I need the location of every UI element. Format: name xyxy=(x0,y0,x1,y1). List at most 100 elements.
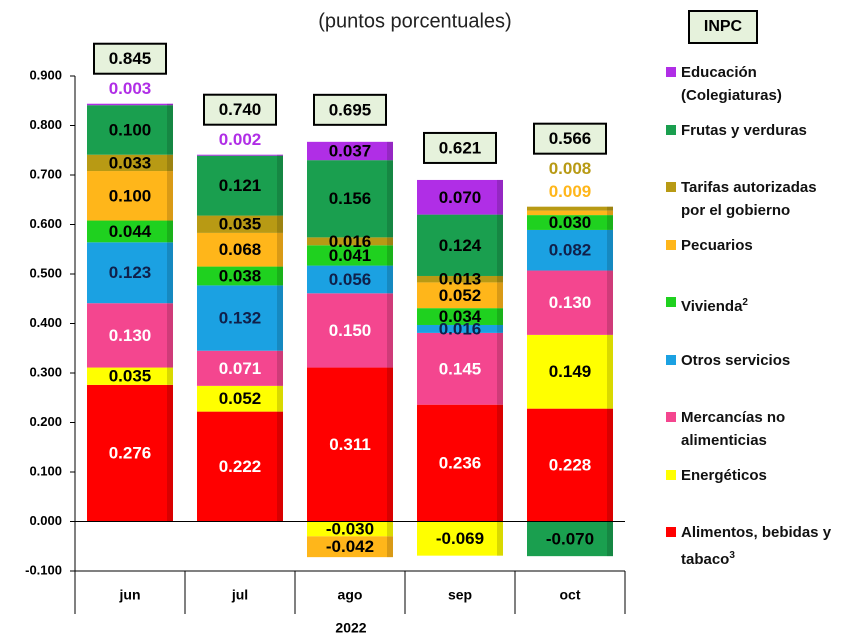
bar-segment xyxy=(197,154,283,156)
legend-swatch xyxy=(666,354,676,365)
bar-segment xyxy=(197,350,283,386)
total-box xyxy=(93,42,167,75)
bar-shade xyxy=(607,215,613,230)
y-tick-label: 0.200 xyxy=(29,414,62,429)
bar-segment xyxy=(307,536,393,558)
bar-segment xyxy=(87,103,173,106)
data-label: 0.016 xyxy=(439,319,482,338)
legend-swatch xyxy=(666,182,676,192)
data-label: 0.035 xyxy=(219,215,262,234)
legend-text: Educación (Colegiaturas) xyxy=(681,64,782,104)
bar-shade xyxy=(167,303,173,368)
bar-shade xyxy=(167,154,173,172)
legend-item: Mercancías no alimenticias xyxy=(666,406,836,452)
data-label: 0.071 xyxy=(219,359,262,378)
data-label: 0.236 xyxy=(439,454,482,473)
bar-shade xyxy=(277,285,283,351)
bar-shade xyxy=(277,266,283,286)
legend-item: Otros servicios xyxy=(666,349,836,372)
bar-segment xyxy=(527,408,613,522)
data-label: 0.044 xyxy=(109,222,152,241)
bar-segment xyxy=(307,141,393,161)
data-label: 0.123 xyxy=(109,263,152,282)
legend-text: Tarifas autorizadas por el gobierno xyxy=(681,179,817,219)
data-label: 0.124 xyxy=(439,236,482,255)
bar-segment xyxy=(87,154,173,172)
legend-item: Vivienda2 xyxy=(666,291,836,318)
legend-label: Frutas y verduras xyxy=(681,119,836,142)
y-tick-label: 0.100 xyxy=(29,463,62,478)
bar-segment xyxy=(527,215,613,230)
y-tick-label: 0.400 xyxy=(29,315,62,330)
bar-shade xyxy=(277,155,283,216)
bar-segment xyxy=(417,179,503,215)
data-label: 0.002 xyxy=(219,130,262,149)
data-label: 0.034 xyxy=(439,307,482,326)
bar-segment xyxy=(197,155,283,216)
bar-shade xyxy=(387,265,393,294)
bar-shade xyxy=(387,245,393,266)
y-tick-label: -0.100 xyxy=(25,562,62,577)
data-label: 0.033 xyxy=(109,153,152,172)
data-label: 0.013 xyxy=(439,270,482,289)
y-tick-label: 0.500 xyxy=(29,265,62,280)
bar-segment xyxy=(87,303,173,368)
data-label: 0.056 xyxy=(329,270,372,289)
data-label: 0.156 xyxy=(329,189,372,208)
y-tick-label: 0.900 xyxy=(29,67,62,82)
legend-text: Otros servicios xyxy=(681,351,791,369)
bar-segment xyxy=(417,324,503,333)
legend-swatch xyxy=(666,527,676,537)
bar-segment xyxy=(87,242,173,304)
x-tick-label: jul xyxy=(231,587,248,603)
data-label: 0.311 xyxy=(329,435,371,454)
data-label: 0.100 xyxy=(109,186,152,205)
bar-shade xyxy=(607,408,613,522)
legend-text: Alimentos, bebidas y tabaco xyxy=(681,524,832,568)
bar-segment xyxy=(417,282,503,309)
bar-segment xyxy=(87,384,173,522)
bar-shade xyxy=(497,324,503,333)
legend-label: Otros servicios xyxy=(681,349,836,372)
data-label: 0.037 xyxy=(329,141,372,160)
data-label: 0.016 xyxy=(329,232,372,251)
footnote-mark: 2 xyxy=(742,297,748,308)
bar-shade xyxy=(497,332,503,405)
bar-shade xyxy=(277,154,283,156)
bar-segment xyxy=(527,229,613,271)
data-label: 0.132 xyxy=(219,309,262,328)
data-label: 0.276 xyxy=(109,444,152,463)
data-label: 0.130 xyxy=(549,293,592,312)
bar-shade xyxy=(277,411,283,522)
total-box xyxy=(533,122,607,155)
bar-segment xyxy=(307,367,393,522)
bar-shade xyxy=(607,521,613,557)
data-label: 0.130 xyxy=(109,326,152,345)
data-label: 0.030 xyxy=(549,213,592,232)
total-label: 0.740 xyxy=(219,100,262,119)
bar-shade xyxy=(277,350,283,386)
x-tick-label: ago xyxy=(338,587,363,603)
bar-shade xyxy=(277,215,283,233)
total-label: 0.566 xyxy=(549,129,592,148)
bar-segment xyxy=(527,521,613,557)
bar-segment xyxy=(417,332,503,405)
legend-title: INPC xyxy=(688,10,758,44)
bar-segment xyxy=(197,232,283,267)
bar-segment xyxy=(307,160,393,238)
bar-shade xyxy=(387,521,393,537)
legend-swatch xyxy=(666,124,676,135)
data-label: 0.038 xyxy=(219,266,262,285)
bar-segment xyxy=(87,220,173,243)
data-label: 0.008 xyxy=(549,159,592,178)
bar-segment xyxy=(197,411,283,522)
legend-swatch xyxy=(666,412,676,422)
legend-text: Mercancías no alimenticias xyxy=(681,409,786,449)
bar-shade xyxy=(497,275,503,283)
y-tick-label: 0.800 xyxy=(29,117,62,132)
bar-shade xyxy=(607,334,613,409)
legend-text: Energéticos xyxy=(681,466,767,484)
data-label: 0.035 xyxy=(109,367,152,386)
bar-segment xyxy=(307,521,393,537)
